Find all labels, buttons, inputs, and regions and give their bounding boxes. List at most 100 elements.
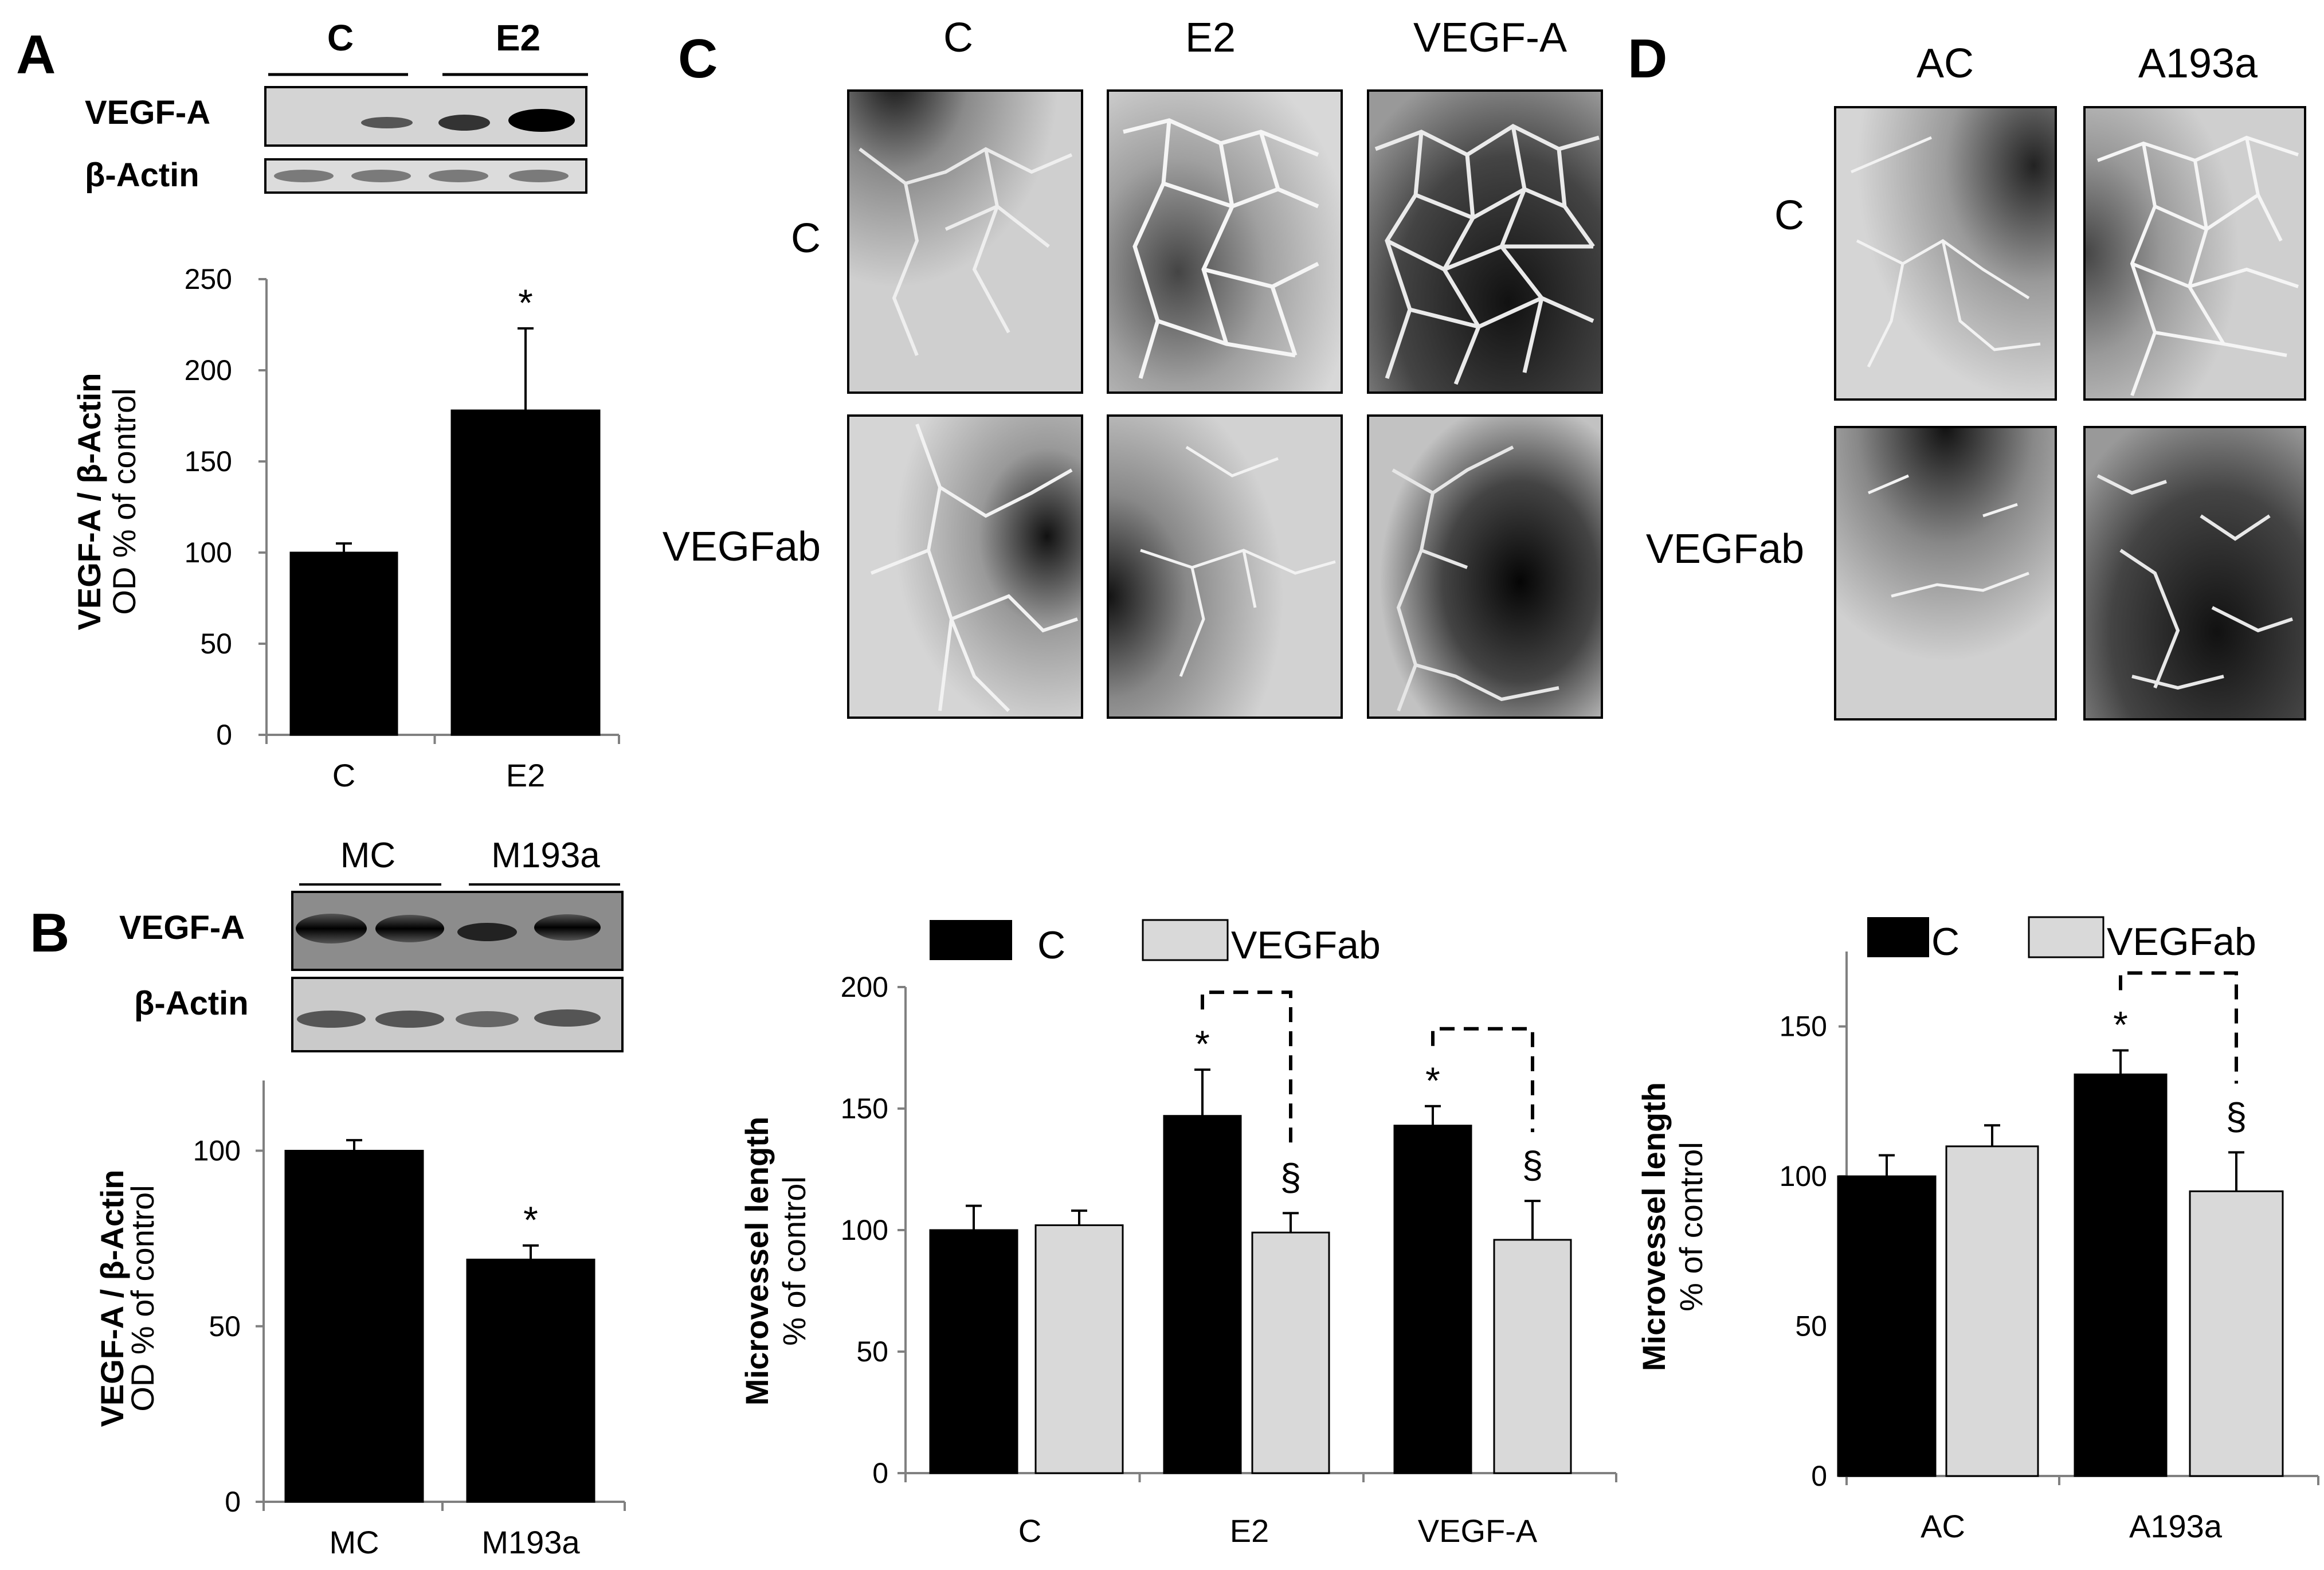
- micro-d-row-vegfab: VEGFab: [1646, 526, 1804, 572]
- y-tick-label: 100: [185, 537, 232, 569]
- blot-a-label-actin: β-Actin: [85, 156, 199, 194]
- y-tick-label: 150: [185, 445, 232, 477]
- chart-c-marks: * § * §: [1195, 990, 1543, 1198]
- panel-b-blot: MC M193a VEGF-A β-Actin: [119, 836, 624, 1052]
- band: [438, 115, 490, 131]
- bar-a193a-c: [2074, 1073, 2168, 1477]
- chart-b-marks: *: [523, 1199, 538, 1241]
- blot-b-group-m193a: M193a: [491, 836, 600, 875]
- vessel-network: [870, 423, 1078, 712]
- vessel-network: [1868, 474, 2029, 598]
- chart-b-bars: [284, 1139, 595, 1503]
- chart-d-legend: C VEGFab: [1867, 916, 2256, 964]
- band: [375, 915, 444, 942]
- y-tick-label: 250: [185, 263, 232, 295]
- band: [296, 914, 367, 943]
- legend-label-vegfab: VEGFab: [2107, 920, 2256, 964]
- significance-bracket: [1201, 990, 1292, 1145]
- legend-swatch-c: [1867, 917, 1929, 957]
- vessel-network: [859, 147, 1073, 357]
- bar-c-vegfab: [1034, 1224, 1124, 1474]
- chart-c-bars: [929, 1068, 1572, 1474]
- bar-ac-vegfab: [1945, 1145, 2039, 1477]
- micro-c-col-vegfa: VEGF-A: [1413, 15, 1567, 61]
- vessel-network: [2096, 474, 2293, 690]
- chart-a-ylabel: VEGF-A / β-Actin: [71, 373, 107, 631]
- x-category-label: M193a: [481, 1524, 580, 1560]
- significance-section: §: [2226, 1095, 2247, 1137]
- chart-d-ticks: 0 50 100 150: [1780, 1011, 1827, 1492]
- chart-a-marks: *: [518, 281, 533, 324]
- bar-m193a-value: [466, 1258, 595, 1503]
- chart-b-ylabel-sub: OD % of control: [124, 1185, 160, 1411]
- vessel-network: [2096, 135, 2299, 397]
- y-tick-label: 50: [856, 1336, 888, 1368]
- band: [375, 1011, 444, 1028]
- bar-c-c: [929, 1229, 1018, 1474]
- band: [274, 170, 334, 182]
- legend-swatch-vegfab: [1142, 919, 1229, 961]
- micrograph-d-a193a-control: [2083, 106, 2306, 401]
- micrograph-c-vegfa-vegfab: [1367, 414, 1603, 719]
- bar-a193a-vegfab: [2189, 1190, 2284, 1477]
- band: [508, 109, 575, 132]
- legend-label-vegfab: VEGFab: [1231, 923, 1381, 967]
- band: [534, 914, 601, 941]
- band: [361, 117, 413, 128]
- chart-c-legend: C VEGFab: [930, 919, 1381, 967]
- legend-swatch-c: [930, 920, 1012, 960]
- micro-d-col-ac: AC: [1917, 41, 1974, 87]
- panel-letter-a: A: [16, 24, 56, 85]
- x-category-label: E2: [1230, 1513, 1269, 1549]
- chart-c-cats: C E2 VEGF-A: [1018, 1513, 1538, 1549]
- panel-a-blot: C E2 VEGF-A β-Actin: [85, 17, 588, 194]
- band: [457, 923, 517, 941]
- y-tick-label: 0: [1811, 1460, 1827, 1492]
- significance-asterisk: *: [2113, 1004, 2128, 1046]
- panel-c-micrographs: C E2 VEGF-A C VEGFab: [663, 15, 1603, 719]
- y-tick-label: 150: [1780, 1011, 1827, 1043]
- chart-panel-c: C VEGFab 0 50 100 150 200 C E2 VEGF-A * § * § Mic…: [739, 919, 1617, 1549]
- x-category-label: A193a: [2129, 1508, 2223, 1544]
- y-tick-label: 100: [193, 1135, 241, 1167]
- x-category-label: MC: [329, 1524, 379, 1560]
- chart-b-cats: MC M193a: [329, 1524, 580, 1560]
- chart-b-ylabel: VEGF-A / β-Actin: [94, 1170, 130, 1427]
- band: [429, 170, 488, 182]
- band: [456, 1011, 519, 1027]
- micrograph-d-a193a-vegfab: [2083, 426, 2306, 721]
- significance-section: §: [1522, 1144, 1543, 1186]
- band: [297, 1011, 366, 1028]
- y-tick-label: 50: [200, 628, 232, 660]
- micro-c-row-vegfab: VEGFab: [663, 524, 821, 570]
- significance-asterisk: *: [1425, 1059, 1440, 1102]
- chart-d-ylabel-sub: % of control: [1673, 1142, 1709, 1311]
- micro-c-row-c: C: [791, 216, 821, 261]
- significance-asterisk: *: [518, 281, 533, 324]
- chart-a-ticks: 0 50 100 150 200 250: [185, 263, 232, 751]
- chart-d-ylabel: Microvessel length: [1636, 1082, 1672, 1371]
- significance-bracket: [2119, 971, 2238, 1084]
- chart-a-bars: [289, 327, 601, 736]
- bar-e2-value: [450, 409, 601, 736]
- legend-label-c: C: [1931, 920, 1959, 964]
- micrograph-c-e2-vegfab: [1107, 414, 1343, 719]
- vessel-network: [1374, 123, 1600, 385]
- bar-c-value: [289, 551, 398, 736]
- significance-bracket: [1431, 1027, 1534, 1133]
- bar-e2-c: [1163, 1115, 1242, 1474]
- legend-swatch-vegfab: [2028, 916, 2104, 958]
- chart-panel-b: 0 50 100 MC M193a * VEGF-A / β-Actin OD % o…: [94, 1080, 626, 1560]
- significance-section: §: [1280, 1156, 1302, 1198]
- y-tick-label: 50: [1795, 1310, 1827, 1342]
- blot-b-label-actin: β-Actin: [134, 985, 249, 1022]
- y-tick-label: 50: [209, 1310, 241, 1342]
- chart-panel-a: 0 50 100 150 200 250 C E2 * VEGF-A / β-Actin O…: [71, 263, 620, 793]
- chart-d-bars: [1837, 1049, 2284, 1477]
- y-tick-label: 0: [225, 1486, 241, 1518]
- chart-b-ticks: 0 50 100: [193, 1135, 241, 1518]
- x-category-label: C: [1018, 1513, 1041, 1549]
- micro-c-col-c: C: [943, 15, 973, 61]
